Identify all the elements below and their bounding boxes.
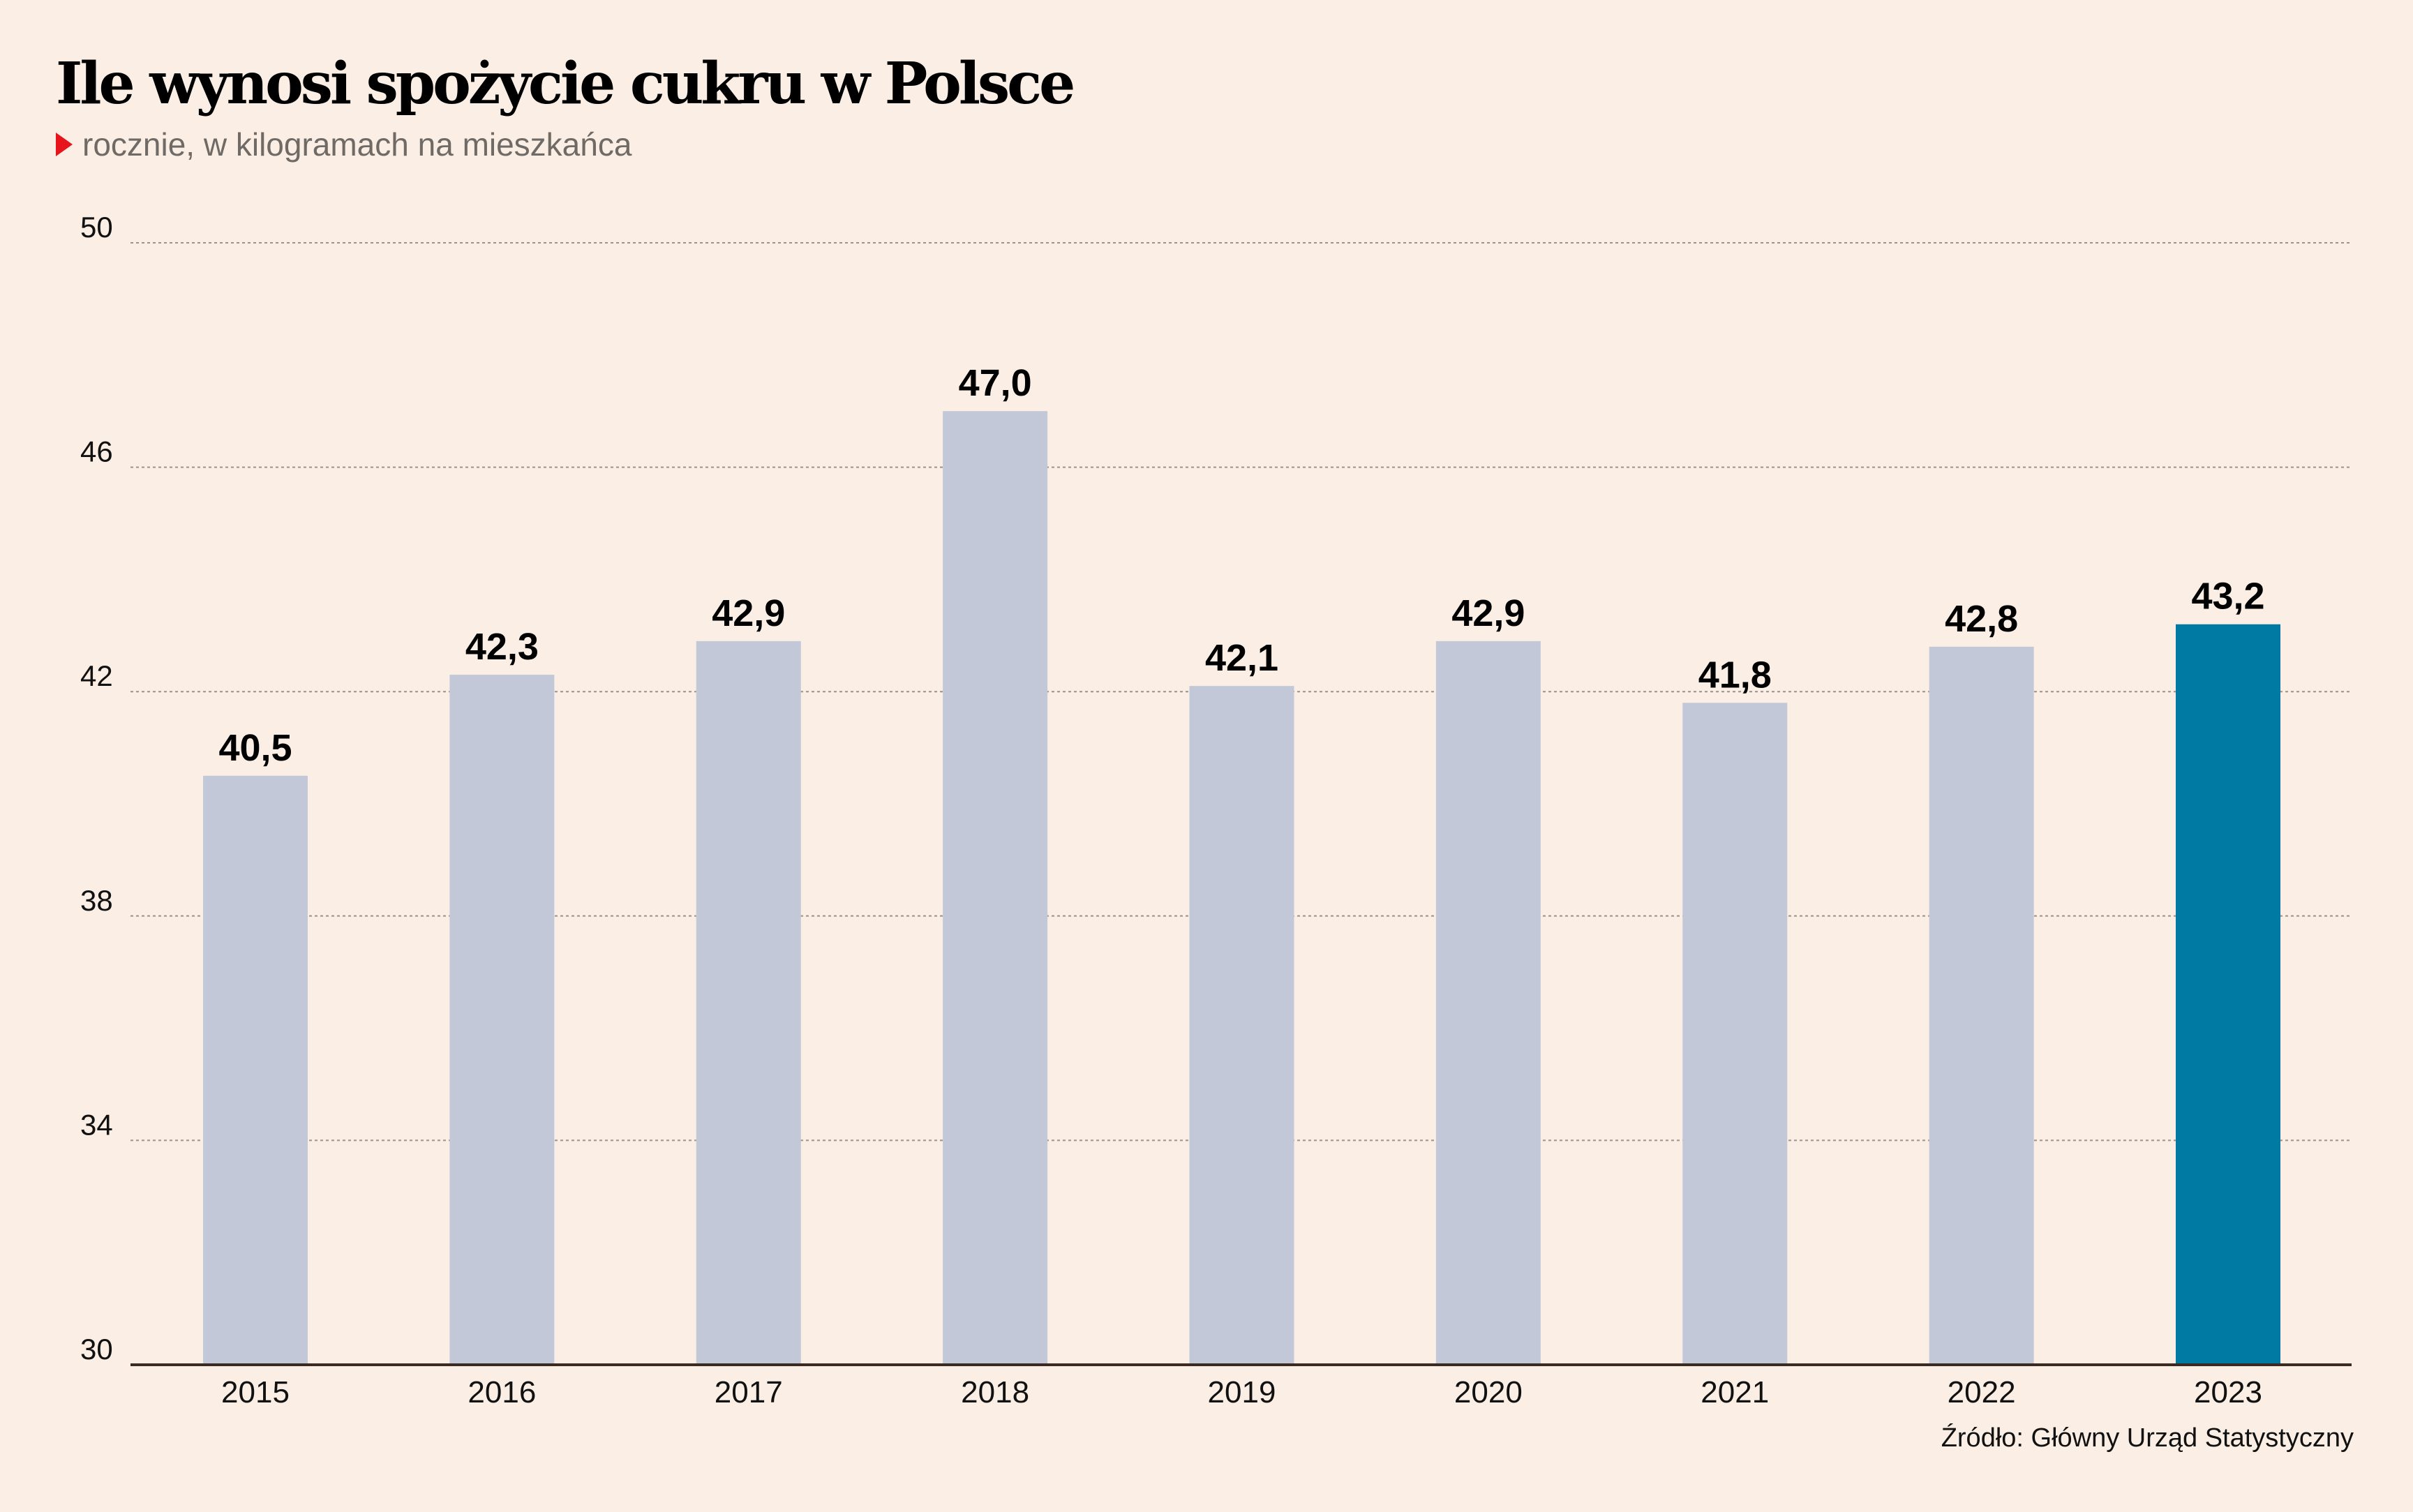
bar-2019 [1189,686,1294,1365]
bar-2021 [1682,703,1788,1365]
data-label: 40,5 [218,727,292,769]
x-tick-label: 2022 [1948,1375,2016,1409]
bar-2016 [449,675,555,1365]
y-tick-label: 50 [80,211,113,244]
chart-subtitle: rocznie, w kilogramach na mieszkańca [56,126,632,163]
x-tick-label: 2016 [468,1375,536,1409]
triangle-marker-icon [56,133,73,156]
subtitle-text: rocznie, w kilogramach na mieszkańca [82,126,632,163]
x-tick-label: 2017 [715,1375,783,1409]
bar-2017 [696,641,801,1365]
x-tick-label: 2019 [1208,1375,1276,1409]
data-label: 42,8 [1945,598,2018,640]
x-tick-label: 2020 [1454,1375,1523,1409]
source-note: Źródło: Główny Urząd Statystyczny [1941,1423,2354,1453]
bar-2018 [943,411,1048,1365]
y-tick-label: 46 [80,435,113,468]
data-label: 42,9 [712,592,785,634]
bar-2015 [203,775,308,1365]
data-label: 41,8 [1698,654,1772,696]
bar-2022 [1929,646,2034,1365]
data-label: 42,9 [1451,592,1525,634]
data-label: 47,0 [959,362,1032,404]
bar-2020 [1435,641,1541,1365]
y-tick-label: 30 [80,1333,113,1365]
data-label: 43,2 [2191,576,2264,617]
data-label: 42,3 [465,626,539,668]
y-tick-label: 34 [80,1108,113,1141]
data-label: 42,1 [1205,637,1278,679]
x-tick-label: 2021 [1701,1375,1769,1409]
y-tick-label: 38 [80,884,113,917]
chart-title: Ile wynosi spożycie cukru w Polsce [56,50,1075,117]
x-tick-label: 2018 [961,1375,1029,1409]
y-tick-label: 42 [80,659,113,692]
bar-2023 [2176,624,2280,1365]
x-tick-label: 2023 [2194,1375,2262,1409]
x-tick-label: 2015 [221,1375,290,1409]
